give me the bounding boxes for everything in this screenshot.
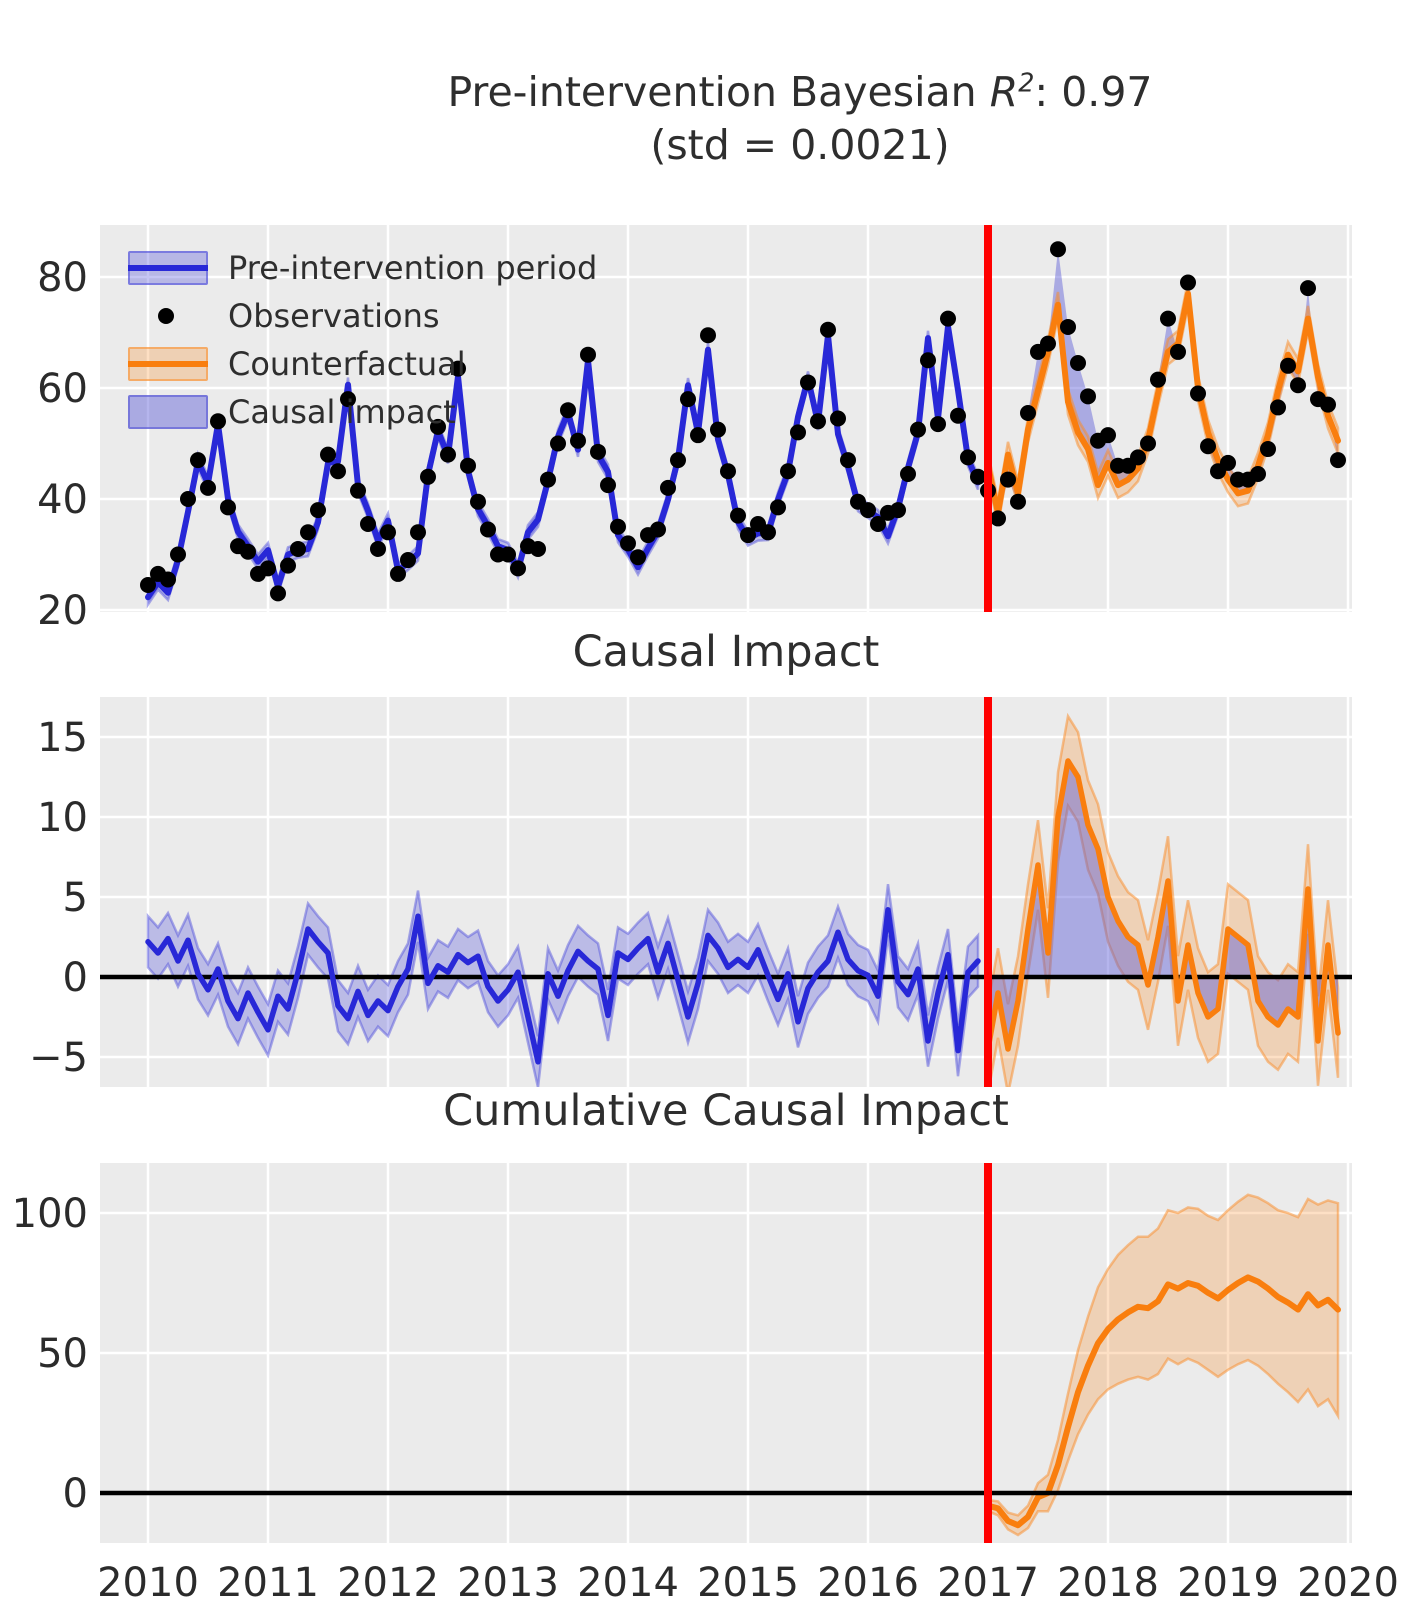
pointwise-impact-pre-line <box>145 907 981 1065</box>
svg-text:0: 0 <box>63 955 88 1001</box>
observations-scatter <box>140 241 1346 602</box>
legend-item-counterfactual: Counterfactual <box>128 340 597 388</box>
counterfactual-band-icon <box>128 347 208 381</box>
svg-text:2017: 2017 <box>937 1560 1039 1606</box>
y-tick-labels: 15 10 5 0 −5 <box>29 715 88 1081</box>
Counterfactual-line <box>985 290 1341 516</box>
svg-text:50: 50 <box>37 1331 88 1377</box>
svg-text:2012: 2012 <box>337 1560 439 1606</box>
svg-text:5: 5 <box>63 875 88 921</box>
legend-item-causal-impact: Causal impact <box>128 388 597 436</box>
svg-text:10: 10 <box>37 795 88 841</box>
y-tick-labels: 100 50 0 <box>12 1191 88 1517</box>
panel-1: 20 40 60 80 <box>37 225 1352 634</box>
panel-2: 15 10 5 0 −5 <box>29 697 1352 1087</box>
legend-label: Pre-intervention period <box>228 249 598 287</box>
legend-item-pre-intervention: Pre-intervention period <box>128 244 597 292</box>
legend-item-observations: Observations <box>128 292 597 340</box>
cumulative-panel-title: Cumulative Causal Impact <box>443 1086 1009 1136</box>
svg-text:60: 60 <box>37 366 88 412</box>
svg-text:80: 80 <box>37 255 88 301</box>
svg-text:2018: 2018 <box>1057 1560 1159 1606</box>
legend-label: Observations <box>228 297 440 335</box>
svg-text:2010: 2010 <box>97 1560 199 1606</box>
svg-text:2013: 2013 <box>457 1560 559 1606</box>
figure-title: Pre-intervention Bayesian R2: 0.97 (std … <box>447 66 1152 172</box>
figure-title-line2: (std = 0.0021) <box>650 121 950 169</box>
svg-text:2020: 2020 <box>1297 1560 1399 1606</box>
impact-panel-title: Causal Impact <box>572 627 880 677</box>
r-squared-symbol: R2 <box>989 67 1035 116</box>
legend-label: Counterfactual <box>228 345 466 383</box>
svg-text:40: 40 <box>37 477 88 523</box>
svg-text:2014: 2014 <box>577 1560 679 1606</box>
pointwise-impact-post-line <box>985 758 1341 1052</box>
svg-text:−5: −5 <box>29 1035 88 1081</box>
legend: Pre-intervention period Observations Cou… <box>128 244 597 436</box>
panel-3: 100 50 0 <box>12 1163 1352 1543</box>
x-tick-labels: 2010 2011 2012 2013 2014 2015 2016 2017 2018 2019… <box>97 1560 1399 1606</box>
legend-label: Causal impact <box>228 393 456 431</box>
pre-intervention-band-icon <box>128 251 208 285</box>
svg-text:100: 100 <box>12 1191 88 1237</box>
figure-title-line1: Pre-intervention Bayesian R2: 0.97 <box>447 67 1153 116</box>
causal-impact-patch-icon <box>128 395 208 429</box>
svg-text:20: 20 <box>37 588 88 634</box>
panel-background <box>100 697 1352 1087</box>
observations-dot-icon <box>158 308 174 324</box>
y-tick-labels: 20 40 60 80 <box>37 255 88 634</box>
svg-text:15: 15 <box>37 715 88 761</box>
svg-text:2016: 2016 <box>817 1560 919 1606</box>
svg-text:2019: 2019 <box>1177 1560 1279 1606</box>
svg-text:2011: 2011 <box>217 1560 319 1606</box>
svg-text:0: 0 <box>63 1471 88 1517</box>
svg-text:2015: 2015 <box>697 1560 799 1606</box>
series-layer <box>140 241 1346 609</box>
